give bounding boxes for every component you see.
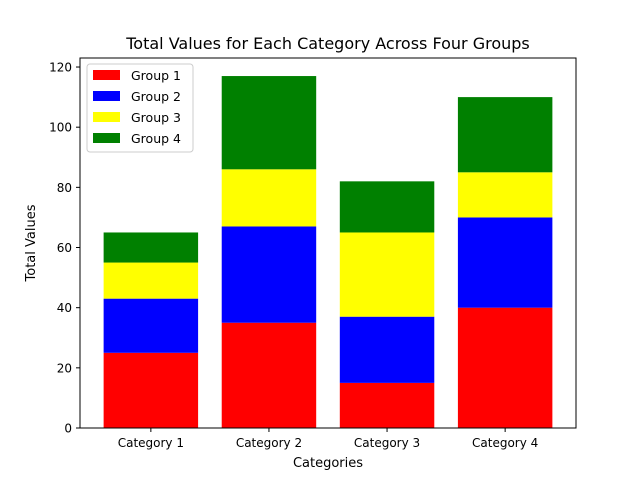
bar-category-3-group-1 — [339, 382, 435, 428]
legend-swatch-group-2 — [93, 91, 120, 101]
legend: Group 1 Group 2 Group 3 Group 4 — [86, 63, 194, 153]
bar-category-1-group-4 — [103, 232, 199, 263]
legend-frame — [86, 63, 194, 153]
bar-category-1-group-2 — [103, 298, 199, 353]
y-axis: 0 20 40 60 80 100 120 — [49, 61, 80, 436]
y-tick-label: 120 — [49, 61, 72, 75]
legend-label-group-3: Group 3 — [131, 110, 181, 125]
x-axis: Category 1 Category 2 Category 3 Category 4 — [118, 428, 538, 450]
bar-category-2-group-4 — [221, 76, 317, 170]
legend-swatch-group-4 — [93, 133, 120, 143]
y-axis-label: Total Values — [24, 204, 39, 282]
legend-swatch-group-3 — [93, 112, 120, 122]
x-axis-label: Categories — [293, 456, 363, 471]
y-tick-label: 80 — [57, 181, 72, 195]
y-tick-label: 40 — [57, 301, 72, 315]
x-tick-label: Category 1 — [118, 436, 184, 450]
bar-category-2-group-1 — [221, 322, 317, 428]
y-tick-label: 100 — [49, 121, 72, 135]
bar-category-4-group-2 — [457, 217, 553, 308]
bar-category-4-group-1 — [457, 307, 553, 428]
legend-swatch-group-1 — [93, 70, 120, 80]
bar-category-2-group-2 — [221, 226, 317, 323]
bar-category-4-group-3 — [457, 172, 553, 218]
bar-category-4-group-4 — [457, 97, 553, 173]
bar-category-2-group-3 — [221, 169, 317, 227]
y-tick-label: 20 — [57, 361, 72, 375]
x-tick-label: Category 3 — [354, 436, 420, 450]
x-tick-label: Category 2 — [236, 436, 302, 450]
bar-category-1-group-3 — [103, 262, 199, 299]
legend-label-group-2: Group 2 — [131, 89, 181, 104]
bar-category-3-group-3 — [339, 232, 435, 317]
bar-category-3-group-4 — [339, 181, 435, 233]
x-tick-label: Category 4 — [472, 436, 538, 450]
y-tick-label: 0 — [64, 422, 72, 436]
bars-layer — [103, 76, 553, 428]
legend-label-group-4: Group 4 — [131, 131, 181, 146]
legend-label-group-1: Group 1 — [131, 68, 181, 83]
bar-category-3-group-2 — [339, 316, 435, 383]
chart-title: Total Values for Each Category Across Fo… — [125, 34, 530, 53]
y-tick-label: 60 — [57, 241, 72, 255]
bar-category-1-group-1 — [103, 352, 199, 428]
plot-area-frame — [79, 57, 577, 429]
